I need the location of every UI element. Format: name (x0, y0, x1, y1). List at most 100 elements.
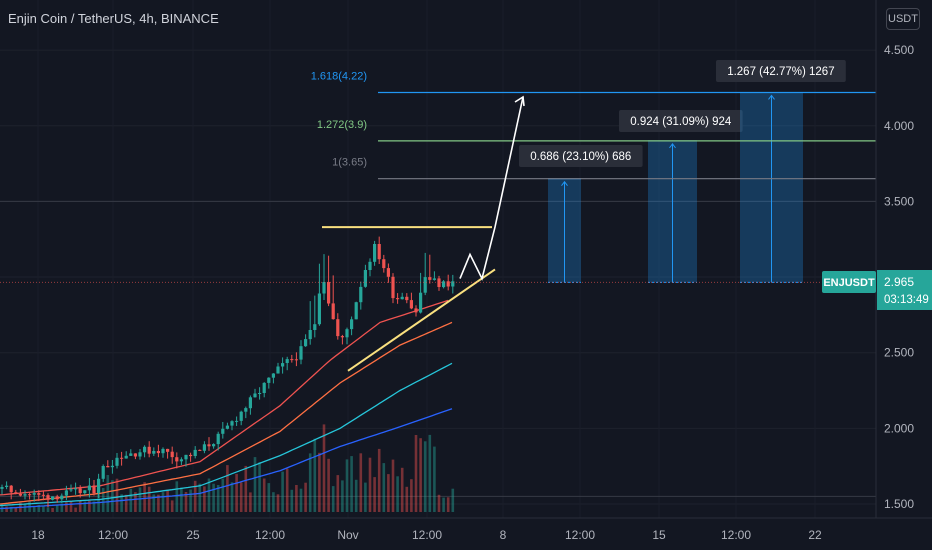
volume-bar (331, 486, 335, 512)
candle-body (419, 292, 423, 313)
candle-body (262, 382, 266, 393)
volume-bar (9, 506, 13, 512)
candle-body (386, 268, 390, 277)
volume-bar (32, 506, 36, 512)
volume-bar (207, 478, 211, 512)
fib-level-label: 1(3.65) (332, 157, 367, 169)
candle-body (55, 496, 59, 500)
candle-body (230, 421, 234, 426)
candle-body (138, 452, 142, 457)
candle-body (345, 329, 349, 338)
candle-body (184, 454, 188, 460)
volume-bar (446, 497, 450, 512)
candle-body (46, 495, 50, 500)
volume-bar (400, 467, 404, 512)
candle-body (248, 397, 252, 409)
candle-body (156, 451, 160, 454)
candle-body (304, 339, 308, 347)
price-tick-label: 2.500 (884, 346, 914, 360)
candle-body (166, 448, 170, 452)
volume-bar (239, 482, 243, 512)
candle-body (290, 359, 294, 361)
time-tick-label: 12:00 (98, 528, 128, 542)
candle-body (225, 425, 229, 429)
price-axis[interactable]: 4.500 4.000 3.500 2.500 2.000 1.500 (875, 0, 914, 518)
candle-body (258, 393, 262, 394)
triangle-support-line (347, 268, 496, 372)
candle-body (363, 270, 367, 287)
volume-bars (0, 424, 455, 512)
candle-body (451, 281, 455, 287)
candle-body (354, 302, 358, 320)
volume-bar (364, 482, 367, 512)
volume-bar (180, 487, 183, 512)
candle-body (437, 278, 441, 287)
time-axis[interactable]: 18 12:00 25 12:00 Nov 12:00 8 12:00 15 12:00 22 (0, 517, 932, 542)
candle-body (340, 336, 344, 338)
volume-bar (161, 492, 165, 512)
candle-body (368, 261, 372, 270)
volume-bar (437, 494, 441, 512)
candle-body (23, 494, 27, 496)
countdown-label: 03:13:49 (884, 294, 929, 306)
candle-body (235, 420, 239, 422)
candle-body (327, 282, 331, 304)
volume-bar (37, 505, 41, 512)
volume-bar (175, 481, 179, 512)
candle-body (120, 457, 124, 459)
time-tick-label: 8 (500, 528, 507, 542)
projection-path (459, 96, 524, 281)
candle-body (41, 494, 45, 496)
currency-unit-button[interactable]: USDT (886, 8, 920, 30)
moving-averages (0, 299, 453, 510)
candle-body (350, 319, 354, 330)
volume-bar (327, 458, 330, 512)
candle-body (170, 451, 174, 458)
volume-bar (65, 502, 68, 512)
volume-bar (428, 434, 432, 512)
candle-body (432, 278, 436, 280)
candle-body (382, 259, 386, 269)
volume-bar (97, 484, 100, 512)
candle-body (285, 359, 289, 363)
time-tick-label: Nov (337, 528, 358, 542)
candle-body (207, 444, 211, 447)
volume-bar (230, 482, 234, 512)
candle-body (64, 490, 68, 496)
moving-average-4 (0, 408, 453, 510)
fib-levels: 1(3.65) 1.272(3.9) 1.618(4.22) (311, 70, 876, 180)
volume-bar (157, 494, 160, 512)
candle-body (308, 330, 312, 340)
candle-body (0, 487, 4, 489)
volume-bar (51, 508, 54, 512)
volume-bar (299, 488, 303, 512)
candle-body (442, 281, 446, 288)
volume-bar (377, 448, 381, 512)
moving-average-2 (0, 321, 453, 505)
fib-level-label: 1.618(4.22) (311, 70, 367, 82)
volume-bar (350, 456, 353, 512)
candle-body (101, 466, 105, 479)
price-tick-label: 2.000 (884, 421, 914, 435)
volume-bar (281, 471, 284, 512)
volume-bar (134, 492, 137, 512)
candle-body (271, 373, 275, 378)
volume-bar (120, 494, 123, 512)
candle-body (294, 359, 298, 361)
volume-bar (359, 453, 363, 512)
candle-body (87, 485, 91, 491)
candle-body (216, 433, 220, 445)
candle-body (37, 493, 41, 495)
volume-bar (373, 477, 376, 512)
volume-bar (322, 424, 326, 512)
volume-bar (258, 462, 261, 512)
candle-body (400, 296, 404, 300)
volume-bar (442, 497, 445, 512)
volume-bar (336, 475, 340, 512)
volume-bar (285, 468, 289, 512)
chart-title: Enjin Coin / TetherUS, 4h, BINANCE (8, 11, 219, 26)
grid-lines (0, 49, 876, 505)
volume-bar (170, 500, 174, 512)
volume-bar (290, 489, 294, 512)
